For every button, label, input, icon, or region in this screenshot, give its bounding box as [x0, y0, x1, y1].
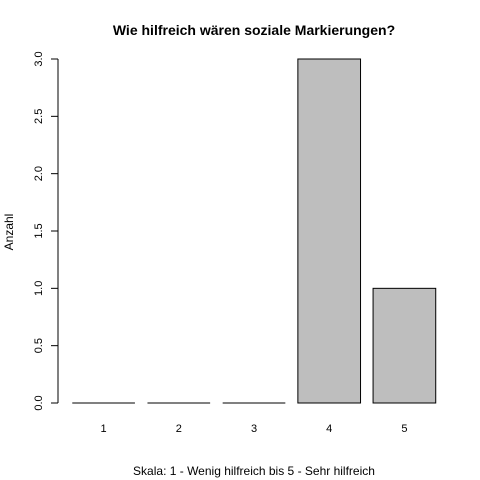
chart-title: Wie hilfreich wären soziale Markierungen…: [113, 22, 395, 38]
y-tick-label: 2.5: [33, 109, 45, 124]
y-tick-label: 1.5: [33, 223, 45, 238]
y-axis-label: Anzahl: [2, 214, 16, 251]
x-tick-label: 1: [101, 423, 107, 435]
x-tick-label: 4: [326, 423, 332, 435]
y-axis: 0.0 0.5 1.0 1.5 2.0 2.5 3.0: [33, 51, 59, 411]
bar-4: [297, 58, 362, 404]
x-axis-label: Skala: 1 - Wenig hilfreich bis 5 - Sehr …: [133, 464, 375, 478]
bars: [72, 58, 437, 404]
y-tick-label: 0.0: [33, 395, 45, 410]
y-tick-label: 1.0: [33, 281, 45, 296]
x-tick-label: 2: [176, 423, 182, 435]
bar-5: [372, 287, 437, 404]
x-tick-labels: 1 2 3 4 5: [101, 423, 408, 435]
x-tick-label: 5: [401, 423, 407, 435]
y-tick-label: 3.0: [33, 51, 45, 66]
x-tick-label: 3: [251, 423, 257, 435]
y-tick-label: 0.5: [33, 338, 45, 353]
y-tick-label: 2.0: [33, 166, 45, 181]
